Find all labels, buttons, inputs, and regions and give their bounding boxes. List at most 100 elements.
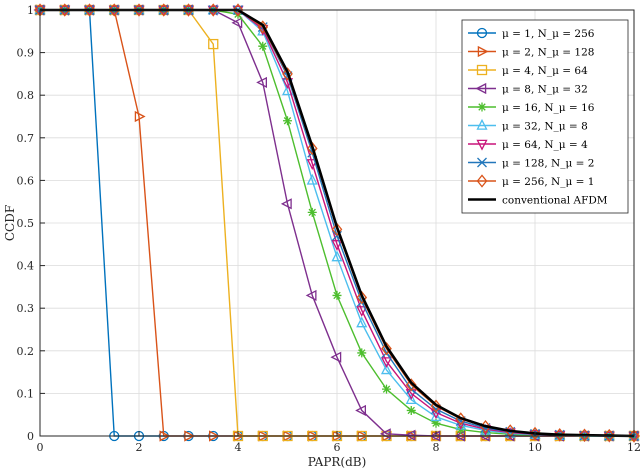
- data-point: [356, 306, 368, 317]
- x-tick-label: 12: [627, 441, 640, 454]
- data-point: [283, 116, 292, 126]
- data-point: [505, 429, 515, 439]
- data-point: [357, 348, 367, 358]
- legend-item: μ = 2, N_μ = 128: [468, 45, 594, 59]
- x-tick-label: 0: [37, 441, 44, 454]
- y-tick-label: 1: [27, 4, 34, 17]
- data-point: [628, 429, 640, 443]
- legend-marker: [475, 82, 487, 95]
- legend-item: μ = 1, N_μ = 256: [468, 27, 595, 40]
- data-point: [306, 159, 318, 170]
- y-tick-label: 0.2: [17, 345, 35, 358]
- legend-label: μ = 128, N_μ = 2: [502, 158, 594, 170]
- legend-label: μ = 2, N_μ = 128: [502, 47, 594, 59]
- data-point: [307, 207, 317, 217]
- data-point: [231, 17, 243, 29]
- data-point: [380, 363, 393, 375]
- data-point: [529, 426, 541, 441]
- legend-item: μ = 32, N_μ = 8: [468, 118, 588, 133]
- data-point: [257, 20, 269, 34]
- data-point: [332, 290, 342, 300]
- data-point: [554, 428, 566, 442]
- data-point: [579, 428, 590, 442]
- data-point: [232, 3, 244, 17]
- y-tick-label: 0.8: [17, 89, 35, 102]
- legend-marker: [476, 27, 488, 39]
- legend-label: μ = 256, N_μ = 1: [502, 176, 594, 188]
- y-tick-label: 0.7: [17, 132, 35, 145]
- legend-label: conventional AFDM: [502, 195, 608, 207]
- data-point: [258, 41, 268, 51]
- data-point: [108, 3, 120, 17]
- legend-marker: [476, 64, 488, 76]
- data-point: [331, 250, 343, 262]
- data-point: [331, 222, 343, 237]
- data-point: [529, 430, 541, 441]
- legend-item: μ = 4, N_μ = 64: [468, 64, 588, 77]
- legend-marker: [476, 139, 488, 151]
- legend-label: μ = 8, N_μ = 32: [502, 84, 588, 96]
- x-tick-label: 4: [235, 441, 242, 454]
- data-point: [380, 357, 393, 369]
- legend-item: μ = 128, N_μ = 2: [468, 158, 594, 170]
- legend-label: μ = 4, N_μ = 64: [502, 65, 588, 77]
- legend-marker: [477, 45, 489, 58]
- data-point: [405, 393, 417, 405]
- data-point: [356, 290, 368, 305]
- legend-label: μ = 32, N_μ = 8: [502, 121, 588, 133]
- data-point: [306, 173, 318, 185]
- data-point: [84, 3, 95, 17]
- data-point: [134, 110, 146, 123]
- data-point: [382, 384, 391, 394]
- y-tick-label: 0.4: [17, 260, 35, 273]
- data-point: [331, 240, 343, 251]
- legend-marker: [477, 102, 487, 112]
- legend-label: μ = 64, N_μ = 4: [502, 139, 588, 151]
- y-tick-label: 0: [27, 430, 34, 443]
- data-point: [355, 404, 367, 417]
- y-tick-label: 0.5: [17, 217, 35, 230]
- legend-item: μ = 16, N_μ = 16: [468, 102, 595, 114]
- data-point: [431, 418, 441, 428]
- data-point: [430, 399, 442, 413]
- legend: μ = 1, N_μ = 256 μ = 2, N_μ = 128 μ = 4, N…: [461, 19, 629, 214]
- data-point: [280, 198, 292, 210]
- y-tick-label: 0.1: [17, 387, 35, 400]
- data-point: [133, 3, 145, 17]
- legend-marker: [477, 157, 487, 168]
- data-point: [183, 3, 194, 17]
- data-point: [406, 405, 416, 415]
- y-tick-label: 0.3: [17, 302, 35, 315]
- data-point: [330, 351, 342, 363]
- data-point: [305, 289, 317, 301]
- data-point: [158, 3, 170, 17]
- legend-item: conventional AFDM: [468, 195, 608, 207]
- data-point: [603, 428, 615, 443]
- data-point: [59, 3, 71, 17]
- data-point: [282, 67, 293, 81]
- x-tick-label: 6: [334, 441, 341, 454]
- legend-label: μ = 1, N_μ = 256: [502, 28, 595, 40]
- x-tick-label: 8: [433, 441, 440, 454]
- legend-label: μ = 16, N_μ = 16: [502, 102, 595, 114]
- data-point: [430, 410, 442, 422]
- y-tick-label: 0.6: [17, 174, 35, 187]
- legend-marker: [476, 174, 488, 188]
- legend-item: μ = 256, N_μ = 1: [468, 174, 594, 188]
- data-point: [207, 3, 219, 17]
- data-point: [404, 429, 416, 441]
- legend-item: μ = 64, N_μ = 4: [468, 139, 588, 151]
- data-point: [356, 316, 368, 328]
- legend-item: μ = 8, N_μ = 32: [468, 82, 588, 96]
- x-axis-label: PAPR(dB): [308, 455, 367, 469]
- data-point: [381, 342, 392, 356]
- x-tick-label: 2: [136, 441, 143, 454]
- y-axis-label: CCDF: [3, 205, 17, 241]
- data-point: [306, 141, 318, 156]
- data-point: [256, 76, 268, 88]
- y-tick-label: 0.9: [17, 47, 35, 60]
- data-point: [405, 378, 417, 392]
- x-tick-label: 10: [528, 441, 542, 454]
- tick-layer: 0 2 4 6 8 10 12 0 0.1 0.2 0.3 0.4 0.5 0.6 0.7 0.8 0.9 1: [17, 4, 640, 454]
